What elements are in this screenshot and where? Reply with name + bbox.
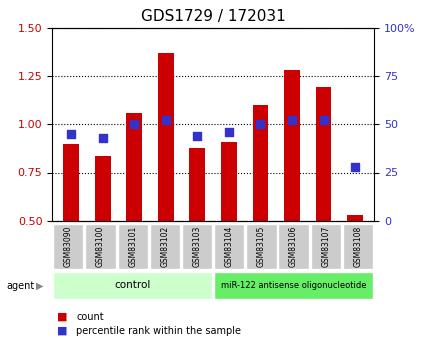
Point [351, 164, 358, 169]
Point [162, 118, 169, 123]
Text: ■: ■ [56, 312, 67, 322]
Text: GSM83103: GSM83103 [192, 226, 201, 267]
Bar [310, 225, 340, 269]
Bar [246, 225, 276, 269]
Bar [63, 145, 79, 221]
Bar [252, 105, 268, 221]
Text: ▶: ▶ [36, 281, 43, 290]
Bar [85, 225, 115, 269]
Point [256, 121, 263, 127]
Bar [95, 156, 110, 221]
Point [194, 133, 201, 139]
Text: GSM83107: GSM83107 [321, 226, 329, 267]
Text: GSM83102: GSM83102 [160, 226, 169, 267]
Bar [149, 225, 180, 269]
Text: agent: agent [7, 281, 35, 290]
Text: GSM83101: GSM83101 [128, 226, 137, 267]
Bar [181, 225, 212, 269]
Bar [214, 272, 372, 299]
Text: percentile rank within the sample: percentile rank within the sample [76, 326, 240, 335]
Bar [53, 272, 212, 299]
Bar [214, 225, 244, 269]
Point [68, 131, 75, 137]
Point [225, 129, 232, 135]
Bar [53, 225, 83, 269]
Bar [342, 225, 372, 269]
Bar [189, 148, 205, 221]
Bar [117, 225, 148, 269]
Point [131, 121, 138, 127]
Bar [220, 141, 236, 221]
Text: GSM83108: GSM83108 [353, 226, 362, 267]
Bar [315, 88, 331, 221]
Text: ■: ■ [56, 326, 67, 335]
Text: GSM83100: GSM83100 [96, 226, 105, 267]
Text: GSM83090: GSM83090 [64, 226, 72, 267]
Text: miR-122 antisense oligonucleotide: miR-122 antisense oligonucleotide [220, 281, 365, 290]
Bar [346, 215, 362, 221]
Bar [126, 112, 142, 221]
Point [99, 135, 106, 140]
Point [319, 118, 326, 123]
Text: GSM83104: GSM83104 [224, 226, 233, 267]
Bar [283, 70, 299, 221]
Text: control: control [114, 280, 151, 290]
Bar [278, 225, 308, 269]
Title: GDS1729 / 172031: GDS1729 / 172031 [141, 9, 285, 24]
Bar [158, 53, 173, 221]
Point [288, 118, 295, 123]
Text: GSM83106: GSM83106 [289, 226, 297, 267]
Text: GSM83105: GSM83105 [256, 226, 265, 267]
Text: count: count [76, 312, 104, 322]
